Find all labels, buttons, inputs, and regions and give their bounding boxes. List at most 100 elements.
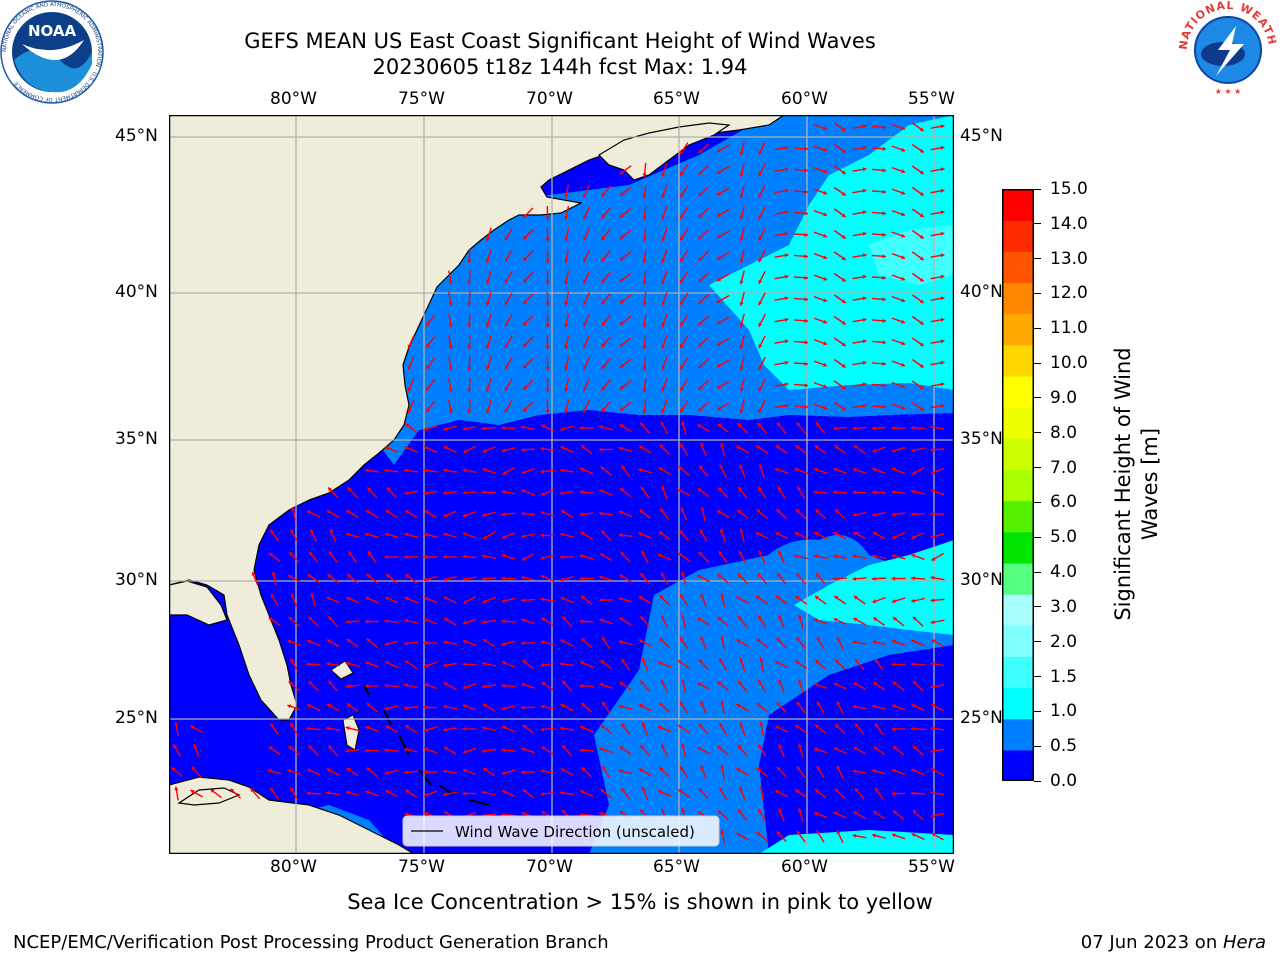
wave-arrow-head — [501, 598, 506, 603]
lat-label-left-35n: 35°N — [115, 429, 158, 449]
wave-arrow-head — [700, 765, 705, 770]
wave-arrow-head — [443, 490, 447, 495]
wave-arrow-head — [504, 365, 509, 370]
colorbar-tick: 12.0 — [1034, 283, 1088, 303]
wave-arrow-head — [620, 551, 625, 556]
wave-arrow-head — [853, 532, 858, 536]
wave-arrow-head — [545, 302, 550, 306]
wave-arrow-head — [872, 426, 876, 431]
wave-arrow-head — [737, 423, 742, 427]
wave-arrow-head — [426, 386, 430, 391]
land-bahamas-grand — [330, 660, 354, 680]
wave-arrow-head — [345, 748, 350, 753]
wave-arrow-head — [930, 790, 935, 795]
colorbar-tick: 2.0 — [1034, 632, 1077, 652]
wave-arrow-head — [600, 724, 605, 729]
wave-arrow-head — [661, 237, 666, 242]
map-frame — [169, 115, 954, 854]
wave-arrow-head — [448, 388, 453, 392]
wave-arrow-head — [872, 576, 876, 581]
wave-arrow-head — [310, 593, 315, 598]
wave-arrow-head — [681, 679, 686, 683]
wave-arrow-head — [680, 214, 684, 219]
colorbar-tick: 15.0 — [1034, 179, 1088, 199]
wave-arrow-head — [619, 510, 623, 515]
wave-arrow-head — [540, 555, 545, 560]
wave-arrow-head — [759, 722, 764, 726]
wave-arrow-head — [404, 446, 409, 450]
wave-arrow-head — [540, 704, 545, 709]
wave-arrow-head — [404, 468, 408, 473]
wave-arrow-head — [404, 705, 408, 710]
wave-arrow-head — [523, 407, 527, 412]
wave-arrow-head — [308, 745, 313, 750]
wave-arrow-head — [862, 274, 867, 279]
wave-arrow-head — [326, 596, 331, 601]
wave-arrow-head — [919, 299, 924, 303]
wave-arrow-head — [862, 167, 867, 172]
lon-label-top-80w: 80°W — [270, 89, 317, 109]
wave-arrow-head — [619, 407, 624, 411]
wave-arrow-head — [658, 661, 662, 665]
lon-label-top-75w: 75°W — [398, 89, 445, 109]
wave-arrow-head — [784, 360, 789, 365]
wave-arrow-head — [618, 597, 623, 602]
wave-arrow-head — [717, 574, 722, 578]
wave-arrow-head — [564, 194, 569, 199]
colorbar-segment — [1002, 313, 1034, 346]
wave-arrow-head — [911, 425, 915, 430]
wave-arrow-head — [619, 170, 624, 175]
wave-arrow-head — [560, 704, 565, 708]
wave-arrow-head — [642, 388, 647, 392]
wave-arrow-head — [893, 810, 897, 815]
wave-arrow-head — [642, 237, 647, 242]
wave-arrow-head — [717, 423, 722, 428]
wave-arrow-head — [579, 576, 583, 581]
wave-arrow-head — [482, 599, 487, 604]
wave-arrow-head — [816, 637, 821, 641]
wave-arrow-head — [852, 640, 857, 645]
wave-arrow-head — [901, 341, 906, 346]
wave-arrow-head — [290, 787, 294, 792]
wave-arrow-head — [911, 512, 915, 517]
wave-arrow-head — [804, 211, 808, 216]
wave-arrow-head — [759, 464, 763, 469]
wave-arrow-head — [940, 253, 945, 258]
wave-arrow-head — [564, 302, 569, 306]
lon-label-bottom-70w: 70°W — [526, 857, 573, 877]
wave-arrow-head — [758, 550, 763, 555]
wave-arrow-head — [853, 617, 858, 622]
wave-arrow-head — [718, 487, 722, 492]
wave-arrow-head — [306, 791, 311, 796]
wave-arrow-head — [504, 408, 509, 413]
wave-arrow-head — [738, 745, 742, 750]
wave-arrow-head — [540, 446, 545, 451]
wave-arrow-head — [619, 682, 624, 686]
wave-arrow-head — [911, 489, 915, 494]
wave-arrow-head — [930, 661, 935, 666]
wave-arrow-head — [893, 681, 897, 686]
wave-arrow-head — [911, 833, 916, 837]
wave-arrow-head — [680, 236, 684, 241]
wave-arrow-head — [841, 342, 846, 346]
wave-arrow-head — [560, 446, 565, 450]
wave-arrow-head — [720, 442, 725, 447]
colorbar-segment — [1002, 189, 1034, 221]
wave-arrow-head — [919, 148, 924, 153]
wave-arrow-head — [804, 168, 808, 173]
wave-arrow-head — [739, 216, 744, 220]
wave-arrow-head — [930, 534, 935, 539]
wave-arrow-head — [523, 386, 527, 390]
colorbar-tick: 5.0 — [1034, 527, 1077, 547]
wave-arrow-head — [778, 679, 782, 684]
wave-arrow-head — [522, 724, 527, 729]
wave-arrow-head — [426, 343, 430, 348]
wave-arrow-head — [823, 126, 828, 131]
wave-arrow-head — [784, 253, 789, 258]
wave-arrow-head — [386, 574, 390, 578]
colorbar-segment — [1002, 531, 1034, 564]
wave-arrow-head — [443, 682, 448, 686]
wave-arrow-head — [930, 425, 935, 430]
wave-arrow-head — [523, 214, 527, 218]
wave-arrow-head — [365, 684, 369, 689]
